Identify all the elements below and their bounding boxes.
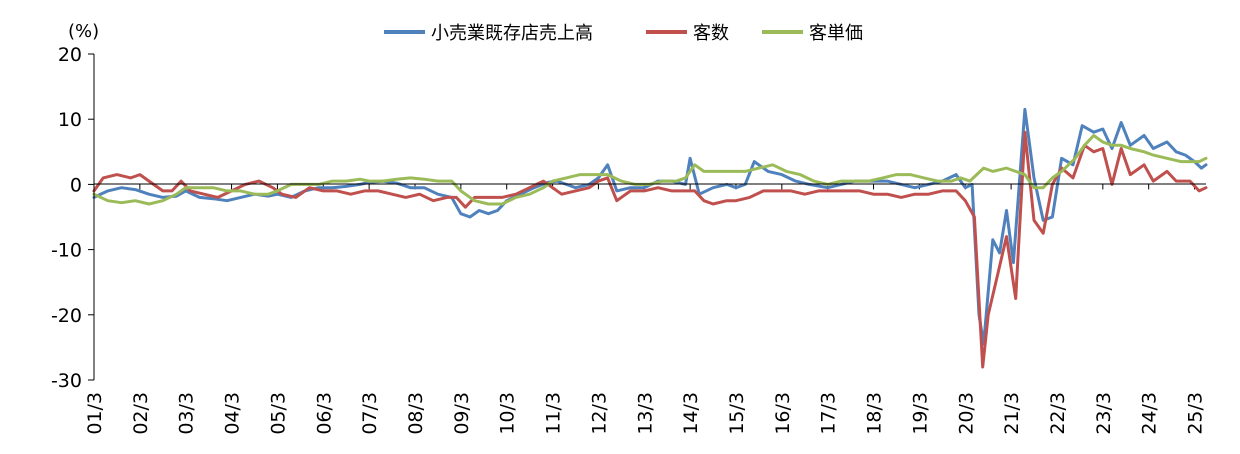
y-tick-label: 10 xyxy=(58,109,82,131)
x-tick-label: 08/3 xyxy=(405,392,427,435)
x-tick-label: 22/3 xyxy=(1047,392,1069,435)
x-tick-label: 07/3 xyxy=(359,392,381,435)
y-unit-label: (%) xyxy=(68,21,99,42)
legend-label-series-2: 客数 xyxy=(693,23,729,44)
y-tick-label: -10 xyxy=(51,240,82,262)
x-axis-ticks: 01/3 02/3 03/3 04/3 05/3 06/3 07/3 08/3 09/3 10/3… xyxy=(84,184,1207,435)
x-tick-label: 18/3 xyxy=(864,392,886,435)
x-tick-label: 03/3 xyxy=(176,392,198,435)
x-tick-label: 16/3 xyxy=(772,392,794,435)
legend-label-series-3: 客単価 xyxy=(809,23,863,44)
x-tick-label: 12/3 xyxy=(588,392,610,435)
x-tick-label: 21/3 xyxy=(1001,392,1023,435)
x-tick-label: 02/3 xyxy=(130,392,152,435)
x-tick-label: 19/3 xyxy=(909,392,931,435)
x-tick-label: 13/3 xyxy=(634,392,656,435)
x-tick-label: 24/3 xyxy=(1139,392,1161,435)
y-tick-label: 20 xyxy=(58,44,82,66)
x-tick-label: 17/3 xyxy=(818,392,840,435)
series-line-2 xyxy=(92,130,1208,369)
x-tick-label: 23/3 xyxy=(1093,392,1115,435)
x-tick-label: 05/3 xyxy=(267,392,289,435)
x-tick-label: 25/3 xyxy=(1185,392,1207,435)
chart-legend: 小売業既存店売上高 客数 客単価 xyxy=(384,23,863,44)
legend-label-series-1: 小売業既存店売上高 xyxy=(431,23,593,44)
x-tick-label: 15/3 xyxy=(726,392,748,435)
x-tick-label: 10/3 xyxy=(497,392,519,435)
x-tick-label: 20/3 xyxy=(955,392,977,435)
x-tick-label: 01/3 xyxy=(84,392,106,435)
x-tick-label: 06/3 xyxy=(313,392,335,435)
x-tick-label: 09/3 xyxy=(451,392,473,435)
x-tick-label: 14/3 xyxy=(680,392,702,435)
series-line-3 xyxy=(92,134,1208,206)
y-axis-ticks: 20 10 0 -10 -20 -30 xyxy=(51,44,94,392)
y-tick-label: -30 xyxy=(51,370,82,392)
x-tick-label: 04/3 xyxy=(222,392,244,435)
x-tick-label: 11/3 xyxy=(543,392,565,435)
y-tick-label: 0 xyxy=(70,174,82,196)
series-lines xyxy=(92,107,1208,369)
y-tick-label: -20 xyxy=(51,305,82,327)
